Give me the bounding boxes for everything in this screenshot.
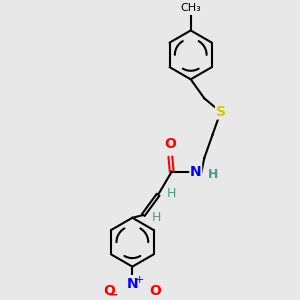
Text: O: O — [103, 284, 115, 298]
Text: −: − — [108, 289, 118, 300]
Text: H: H — [208, 168, 218, 181]
Text: N: N — [190, 165, 202, 178]
Text: O: O — [164, 137, 176, 151]
Text: O: O — [149, 284, 161, 298]
Text: +: + — [134, 275, 144, 285]
Text: H: H — [152, 211, 161, 224]
Text: CH₃: CH₃ — [180, 3, 201, 13]
Text: N: N — [127, 277, 138, 291]
Text: S: S — [216, 105, 226, 119]
Text: H: H — [166, 187, 176, 200]
